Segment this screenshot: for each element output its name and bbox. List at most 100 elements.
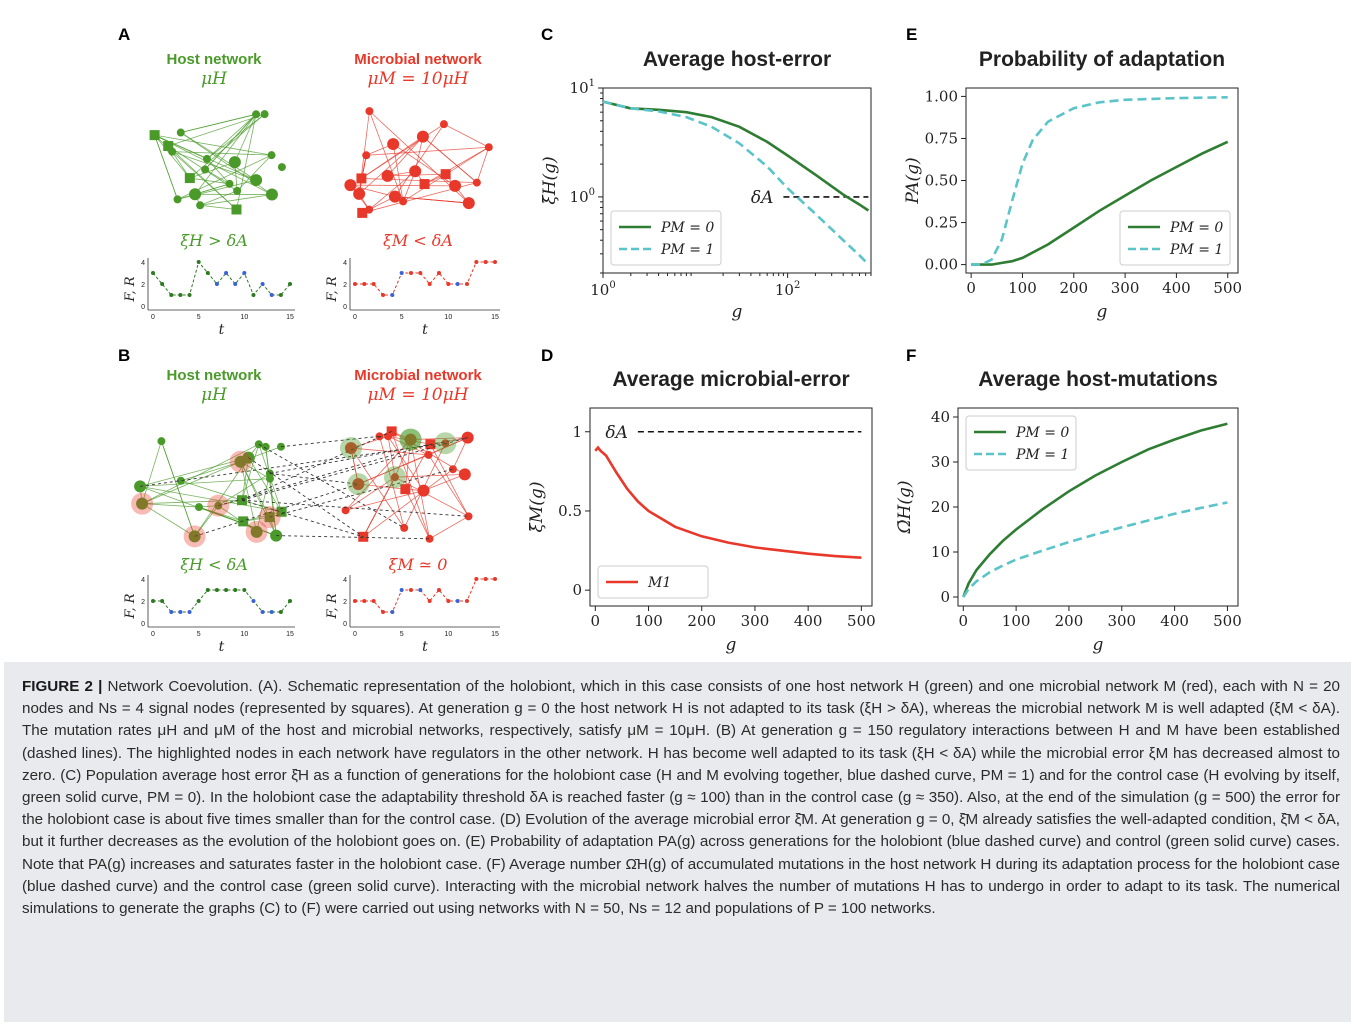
x-tick-exponent: 2 bbox=[794, 280, 800, 291]
microbe-b-node bbox=[341, 506, 350, 515]
interaction-edge bbox=[218, 443, 431, 507]
host-a-node bbox=[260, 110, 269, 119]
series-line bbox=[602, 100, 870, 212]
ts-b-microbe-point bbox=[465, 599, 469, 603]
x-tick-label: 500 bbox=[1213, 279, 1242, 297]
x-tick-label: 200 bbox=[1055, 612, 1084, 630]
host-b-edge bbox=[218, 473, 271, 506]
regulated-host-node-halo bbox=[258, 506, 281, 529]
ts-b-host-point bbox=[214, 588, 219, 592]
ts-b-microbe-point bbox=[474, 577, 479, 581]
x-tick-label: 100 bbox=[1002, 612, 1031, 630]
legend-label: PM = 1 bbox=[1169, 242, 1223, 258]
x-tick-label: 200 bbox=[1059, 279, 1088, 297]
ts-b-host-point bbox=[178, 610, 183, 614]
microbe-a-signal-node bbox=[440, 169, 451, 180]
ts-a-microbe-xlabel: t bbox=[422, 322, 428, 338]
host-a-node bbox=[228, 156, 241, 169]
ts-a-host-point bbox=[269, 293, 274, 297]
ts-b-microbe-line bbox=[355, 578, 495, 613]
microbe-b-edge bbox=[362, 476, 396, 537]
ts-b-host-point bbox=[288, 599, 292, 603]
host-a-edge bbox=[154, 134, 191, 179]
microbe-a-node bbox=[484, 143, 493, 152]
legend-label: PM = 0 bbox=[1015, 425, 1069, 441]
regulated-host-node-halo bbox=[183, 525, 206, 548]
host-a-node bbox=[202, 154, 211, 163]
y-tick-label: 1 bbox=[572, 423, 582, 441]
y-axis-label: ξ̄M(g) bbox=[527, 482, 547, 533]
ts-b-host-ylabel: F, R bbox=[123, 593, 138, 619]
y-tick-exponent: 1 bbox=[589, 78, 595, 89]
microbe-a-node bbox=[365, 205, 374, 214]
host-time-series-b: 0 2 4 0 5 10 15 F, R t bbox=[123, 575, 295, 655]
host-a-edge bbox=[204, 114, 257, 170]
host-b-node bbox=[136, 497, 149, 510]
ts-a-host-point bbox=[205, 271, 210, 275]
ts-a-microbe-ylabel: F, R bbox=[325, 276, 340, 302]
host-b-edge bbox=[194, 457, 249, 537]
microbe-b-node bbox=[384, 432, 393, 441]
series-line bbox=[602, 100, 870, 266]
ts-b-microbe-point bbox=[371, 599, 376, 603]
ts-a-host-point bbox=[160, 282, 165, 286]
ts-a-host-ylabel: F, R bbox=[123, 276, 138, 302]
host-time-series-a: 0 2 4 0 5 10 15 F, R t bbox=[123, 258, 295, 338]
microbial-network-diagram-a bbox=[344, 107, 493, 218]
x-axis-label: g bbox=[726, 635, 737, 655]
ts-b-microbe-xtick: 5 bbox=[400, 631, 404, 638]
ts-a-host-point bbox=[178, 293, 183, 297]
ts-b-host-point bbox=[187, 610, 192, 614]
host-a-edge bbox=[177, 183, 230, 200]
host-a-edge bbox=[154, 134, 178, 200]
y-tick-label: 1.00 bbox=[925, 87, 958, 105]
microbe-a-node bbox=[416, 130, 429, 143]
ts-b-microbe-ytick: 0 bbox=[343, 621, 347, 628]
microbe-a-node bbox=[365, 107, 374, 116]
microbe-a-edge bbox=[443, 123, 489, 148]
interaction-edge bbox=[258, 443, 405, 529]
y-tick-label: 0.75 bbox=[925, 129, 958, 147]
interaction-edge bbox=[269, 472, 359, 485]
ts-b-host-xtick: 15 bbox=[286, 631, 294, 638]
chart-f-average-host-mutations: Average host-mutations 0 100 200 300 400 500 0 1… bbox=[895, 368, 1242, 655]
legend-box bbox=[1119, 210, 1231, 266]
ts-b-host-ytick: 4 bbox=[141, 577, 145, 584]
y-tick-label: 0 bbox=[940, 588, 950, 606]
interaction-edge bbox=[241, 430, 392, 501]
host-b-edge bbox=[194, 505, 219, 537]
ts-b-host-point bbox=[251, 599, 256, 603]
host-b-edge bbox=[240, 461, 270, 518]
interaction-edge bbox=[194, 483, 359, 537]
x-axis-label: g bbox=[1093, 635, 1104, 655]
ts-a-microbe-point bbox=[418, 271, 423, 275]
host-b-edge bbox=[140, 478, 270, 487]
host-b-edge bbox=[141, 443, 259, 505]
ts-a-host-point bbox=[242, 271, 247, 275]
legend-label: PM = 1 bbox=[1015, 447, 1069, 463]
plot-frame bbox=[602, 87, 872, 274]
microbe-b-edge bbox=[387, 436, 396, 478]
interaction-edge bbox=[276, 535, 430, 540]
ts-a-microbe-xtick: 15 bbox=[491, 314, 499, 321]
panel-letter-a: A bbox=[118, 25, 130, 44]
host-b-signal-node bbox=[238, 516, 249, 527]
host-a-edge bbox=[154, 134, 208, 160]
microbe-a-signal-node bbox=[357, 207, 368, 218]
ts-a-microbe-point bbox=[446, 282, 451, 286]
ts-a-host-ytick: 4 bbox=[141, 260, 145, 267]
ts-a-host-line bbox=[152, 260, 291, 296]
host-a-signal-node bbox=[149, 130, 160, 141]
ts-b-microbe-point bbox=[437, 588, 441, 592]
ts-b-host-point bbox=[224, 588, 229, 592]
ts-b-microbe-xtick: 15 bbox=[491, 631, 499, 638]
ts-b-microbe-xtick: 0 bbox=[353, 631, 357, 638]
x-tick-label: 400 bbox=[794, 612, 823, 630]
host-a-edge bbox=[180, 113, 257, 133]
panel-b-host-title: Host network bbox=[166, 367, 262, 384]
microbe-a-edge bbox=[392, 143, 404, 202]
panel-letter-d: D bbox=[541, 346, 553, 365]
panel-a-host-title: Host network bbox=[166, 51, 262, 68]
host-a-node bbox=[277, 163, 286, 172]
chart-title: Average host-mutations bbox=[978, 368, 1218, 391]
